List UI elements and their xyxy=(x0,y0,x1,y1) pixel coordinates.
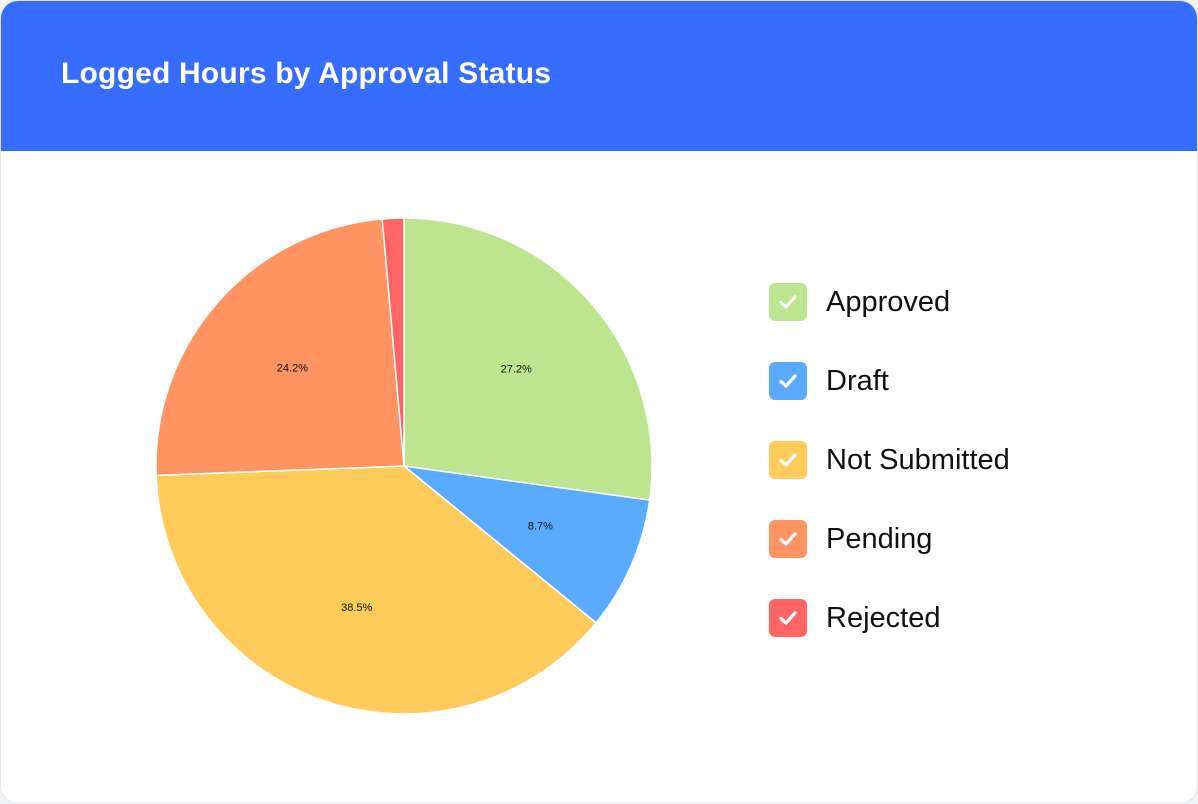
slice-label: 8.7% xyxy=(528,521,553,533)
check-icon[interactable] xyxy=(769,520,807,558)
check-icon[interactable] xyxy=(769,599,807,637)
legend-item-draft[interactable]: Draft xyxy=(769,362,1010,400)
legend-item-approved[interactable]: Approved xyxy=(769,283,1010,321)
legend: Approved Draft Not Submitted Pending Rejecte… xyxy=(769,283,1010,678)
slice-label: 27.2% xyxy=(501,363,532,375)
chart-title: Logged Hours by Approval Status xyxy=(61,57,552,90)
pie-slice-approved xyxy=(403,217,653,502)
legend-label: Approved xyxy=(826,285,951,318)
legend-item-pending[interactable]: Pending xyxy=(769,520,1010,558)
card-header: Logged Hours by Approval Status xyxy=(1,1,1197,151)
check-icon[interactable] xyxy=(769,283,807,321)
pie-slice-not-submitted xyxy=(155,465,598,715)
slice-label: 24.2% xyxy=(277,363,308,375)
pie-slice-draft xyxy=(401,464,651,624)
legend-label: Rejected xyxy=(826,601,941,634)
legend-label: Draft xyxy=(826,364,889,397)
check-icon[interactable] xyxy=(769,362,807,400)
check-icon[interactable] xyxy=(769,441,807,479)
pie-slice-pending xyxy=(155,218,405,477)
slice-label: 38.5% xyxy=(341,602,372,614)
legend-item-not-submitted[interactable]: Not Submitted xyxy=(769,441,1010,479)
legend-item-rejected[interactable]: Rejected xyxy=(769,599,1010,637)
legend-label: Not Submitted xyxy=(826,443,1010,476)
legend-label: Pending xyxy=(826,522,933,555)
pie-slice-rejected xyxy=(381,217,405,467)
